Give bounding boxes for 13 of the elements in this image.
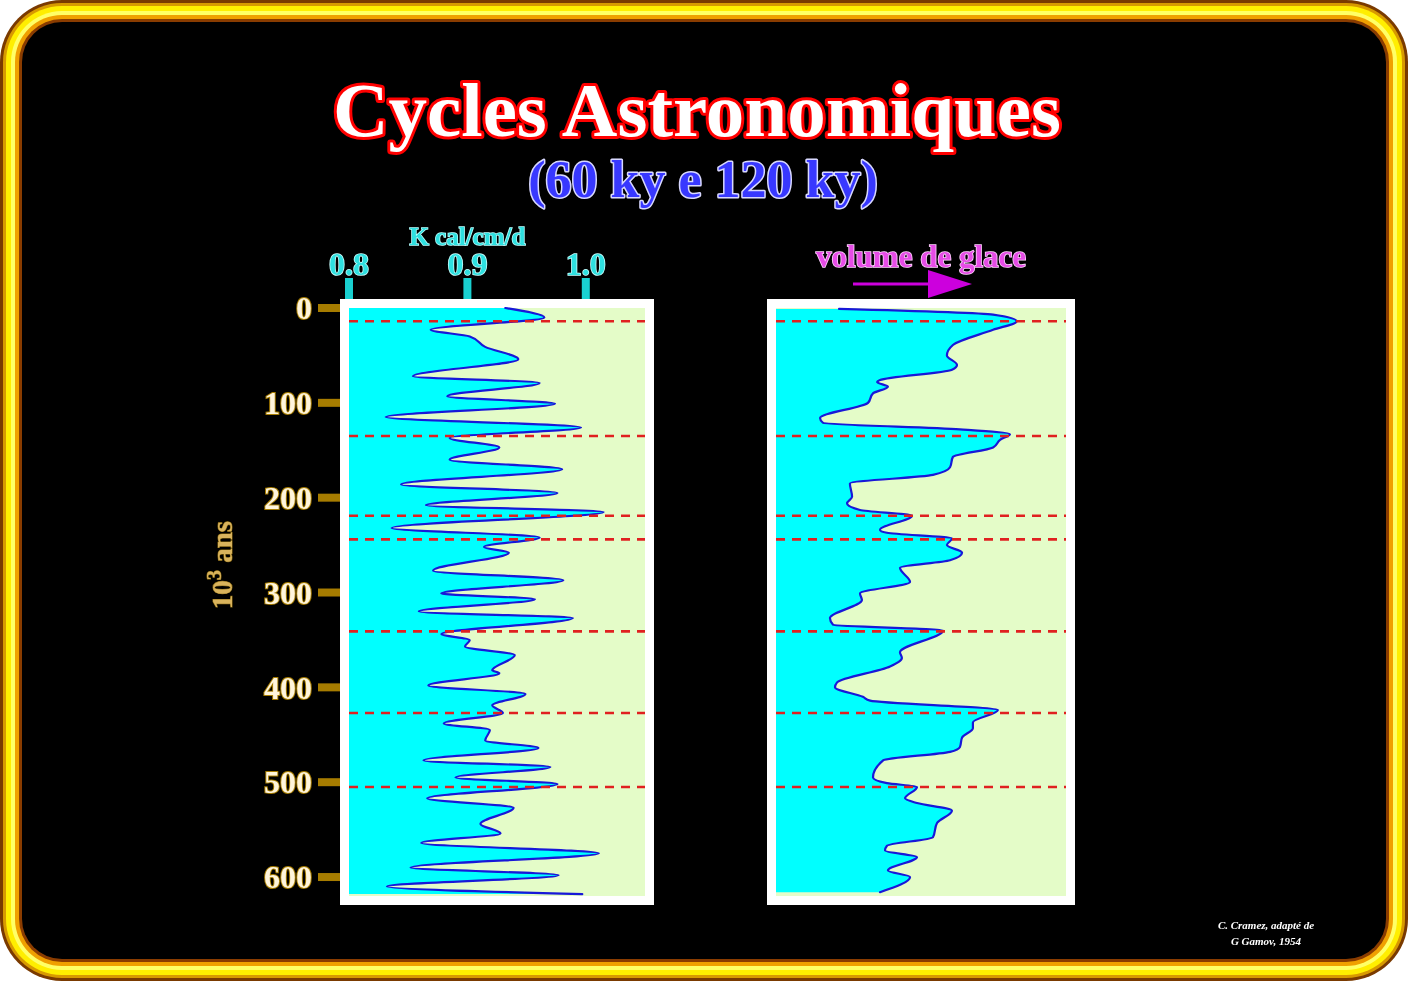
- y-tick-label: 500: [264, 764, 312, 801]
- y-tick-label: 400: [264, 669, 312, 706]
- text: C. Cramez, adapté de G Gamov, 1954: [1217, 919, 1315, 947]
- x-tick-label: 1.0: [565, 246, 606, 282]
- y-tick-label: 100: [264, 385, 312, 422]
- chart-title: Cycles Astronomiques: [333, 67, 1061, 153]
- y-tick-label: 0: [296, 290, 312, 327]
- x-tick-label: 0.8: [329, 246, 369, 282]
- y-tick-label: 200: [264, 479, 312, 516]
- y-tick-label: 600: [264, 859, 312, 896]
- chart-subtitle: (60 ky e 120 ky): [528, 151, 878, 209]
- x-axis-title: volume de glace: [815, 239, 1027, 274]
- y-tick-label: 300: [264, 574, 312, 611]
